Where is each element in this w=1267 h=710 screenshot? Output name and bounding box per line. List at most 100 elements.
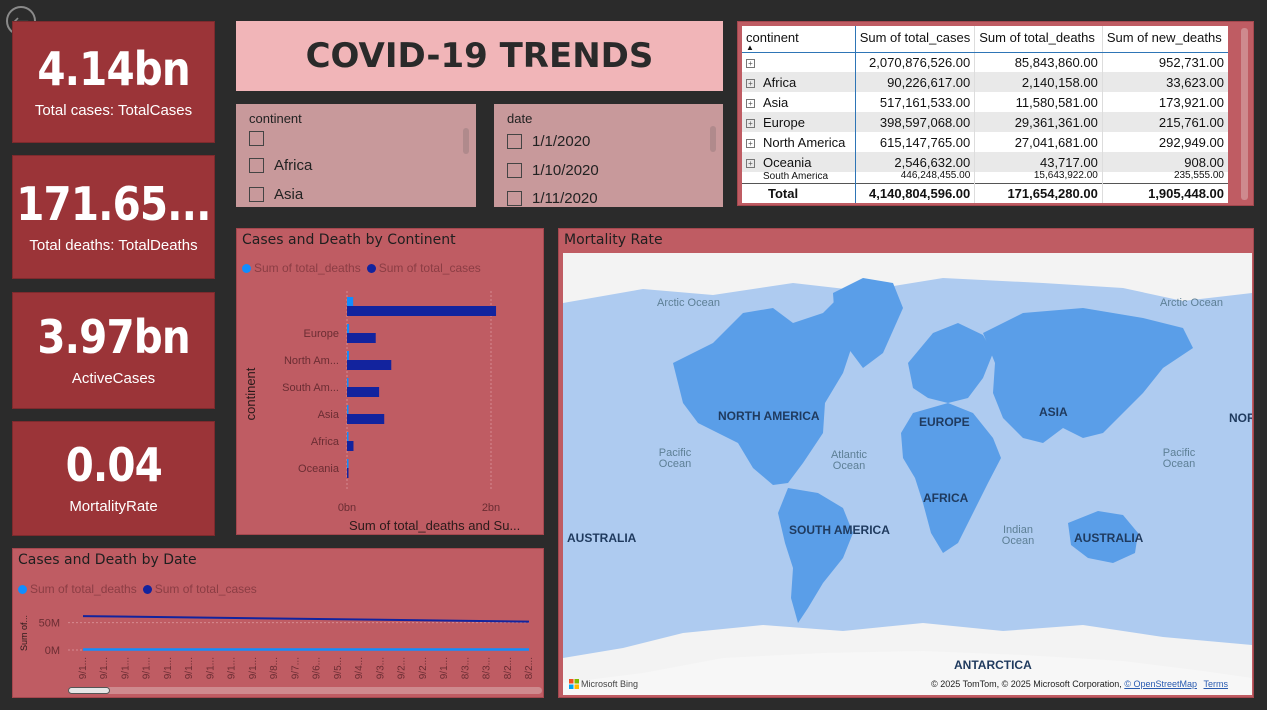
ocean-label: Atlantic Ocean [830,449,868,472]
y-tick-label: Europe [304,328,339,340]
checkbox[interactable] [507,191,522,206]
x-tick-label: 9/1... [99,657,110,679]
table-row[interactable]: + Europe 398,597,068.00 29,361,361.00 215,76… [742,112,1228,132]
bar-cases [347,441,354,451]
region-label: ANTARCTICA [954,658,1032,672]
column-header-new-deaths[interactable]: Sum of new_deaths [1102,26,1228,53]
bar-deaths [347,405,349,414]
checkbox[interactable] [249,131,264,146]
x-tick-label: 2bn [482,502,500,514]
africa-shape [901,403,1001,553]
expand-icon[interactable]: + [746,78,755,88]
map-attribution: © 2025 TomTom, © 2025 Microsoft Corporat… [931,679,1228,689]
slicer-item-label: Africa [274,157,313,174]
x-tick-label: 9/7... [290,657,301,679]
slicer-item[interactable]: Africa [249,157,312,174]
expand-icon[interactable]: + [746,158,755,168]
checkbox[interactable] [249,158,264,173]
region-label: AFRICA [923,491,969,505]
greenland-shape [833,278,903,368]
line-chart-legend: Sum of total_deaths Sum of total_cases [18,582,257,596]
y-tick-label: South Am... [282,382,339,394]
kpi-total-cases: 4.14bn Total cases: TotalCases [12,21,215,143]
x-tick-label: 8/2... [503,657,514,679]
terms-link[interactable]: Terms [1203,679,1229,689]
slicer-item-label: 1/1/2020 [532,133,591,150]
map-panel: Mortality Rate Arctic Ocean Arctic Ocean… [558,228,1254,698]
slicer-item[interactable] [249,131,274,146]
column-header-continent[interactable]: continent ▲ [742,26,856,53]
table-row[interactable]: +South America446,248,455.0015,643,922.0… [742,171,1228,183]
bar-deaths [347,297,354,306]
x-tick-label: 8/3... [482,657,493,679]
bar-deaths [347,324,350,333]
slicer-item-label: 1/10/2020 [532,162,599,179]
bar-cases [347,468,349,478]
expand-icon[interactable]: + [746,118,755,128]
bar-chart-legend: Sum of total_deaths Sum of total_cases [242,261,481,275]
table-scrollbar[interactable] [1241,28,1248,200]
expand-icon[interactable]: + [746,138,755,148]
slicer-item[interactable]: Asia [249,186,303,203]
matrix-panel: continent ▲ Sum of total_cases Sum of tot… [737,21,1254,206]
x-tick-label: 9/1... [227,657,238,679]
table-row[interactable]: +2,070,876,526.00 85,843,860.00 952,731.00 [742,52,1228,72]
bar-chart-svg: continent 0bn 2bn Europe North Am... South A… [243,291,500,514]
bar-cases [347,306,497,316]
table-row[interactable]: + North America 615,147,765.00 27,041,681.0… [742,132,1228,152]
microsoft-logo-icon [569,679,579,689]
legend-dot-icon [142,584,152,594]
column-header-total-deaths[interactable]: Sum of total_deaths [974,26,1103,53]
y-tick-label: Asia [318,409,340,421]
x-tick-label: 9/8... [269,657,280,679]
openstreetmap-link[interactable]: © OpenStreetMap [1124,679,1197,689]
x-tick-label: 9/1... [248,657,259,679]
table-row[interactable]: + Asia 517,161,533.00 11,580,581.00 173,921.… [742,92,1228,112]
kpi-mortality-rate: 0.04 MortalityRate [12,421,215,536]
slicer-item[interactable]: 1/10/2020 [507,162,599,179]
x-tick-label: 9/5... [333,657,344,679]
y-tick-label: 0M [45,645,60,657]
region-label: ASIA [1039,405,1068,419]
world-map[interactable]: Arctic Ocean Arctic Ocean Pacific Ocean … [563,253,1252,695]
expand-icon[interactable]: + [746,58,755,68]
x-tick-label: 0bn [338,502,356,514]
slicer-item[interactable]: 1/11/2020 [507,190,598,207]
ocean-label: Arctic Ocean [1160,297,1223,309]
checkbox[interactable] [507,134,522,149]
bar-cases [347,360,392,370]
map-title: Mortality Rate [564,232,663,248]
region-label: NORTH AMERICA [718,409,820,423]
expand-icon[interactable]: + [746,98,755,108]
slicer-item[interactable]: 1/1/2020 [507,133,590,150]
x-tick-label: 9/1... [205,657,216,679]
column-header-total-cases[interactable]: Sum of total_cases [855,26,976,53]
x-tick-label: 9/1... [163,657,174,679]
kpi-total-deaths: 171.65... Total deaths: TotalDeaths [12,155,215,279]
legend-dot-icon [366,263,376,273]
kpi-label: Total cases: TotalCases [34,101,193,119]
kpi-active-cases: 3.97bn ActiveCases [12,292,215,409]
scrollbar-thumb[interactable] [68,687,110,694]
slicer-header: date [507,111,533,126]
kpi-label: MortalityRate [69,498,158,515]
asia-shape [983,308,1193,443]
continent-slicer[interactable]: continent Africa Asia [236,104,476,207]
table-row[interactable]: + Oceania 2,546,632.00 43,717.00 908.00 [742,152,1228,172]
table-total-row: Total 4,140,804,596.00 171,654,280.00 1,905… [742,183,1228,203]
slicer-scrollbar[interactable] [710,126,716,152]
horizontal-scrollbar[interactable] [68,687,542,694]
bar-chart-title: Cases and Death by Continent [242,232,456,248]
bar-deaths [347,459,349,468]
checkbox[interactable] [507,163,522,178]
slicer-scrollbar[interactable] [463,128,469,154]
date-slicer[interactable]: date 1/1/2020 1/10/2020 1/11/2020 [494,104,723,207]
kpi-value: 171.65... [16,176,211,231]
x-tick-label: 9/6... [312,657,323,679]
x-tick-label: 9/1... [78,657,89,679]
antarctica-shape [563,651,1252,695]
legend-label: Sum of total_deaths [30,582,137,596]
table-row[interactable]: + Africa 90,226,617.00 2,140,158.00 33,623.0… [742,72,1228,92]
checkbox[interactable] [249,187,264,202]
legend-label: Sum of total_cases [378,261,481,275]
